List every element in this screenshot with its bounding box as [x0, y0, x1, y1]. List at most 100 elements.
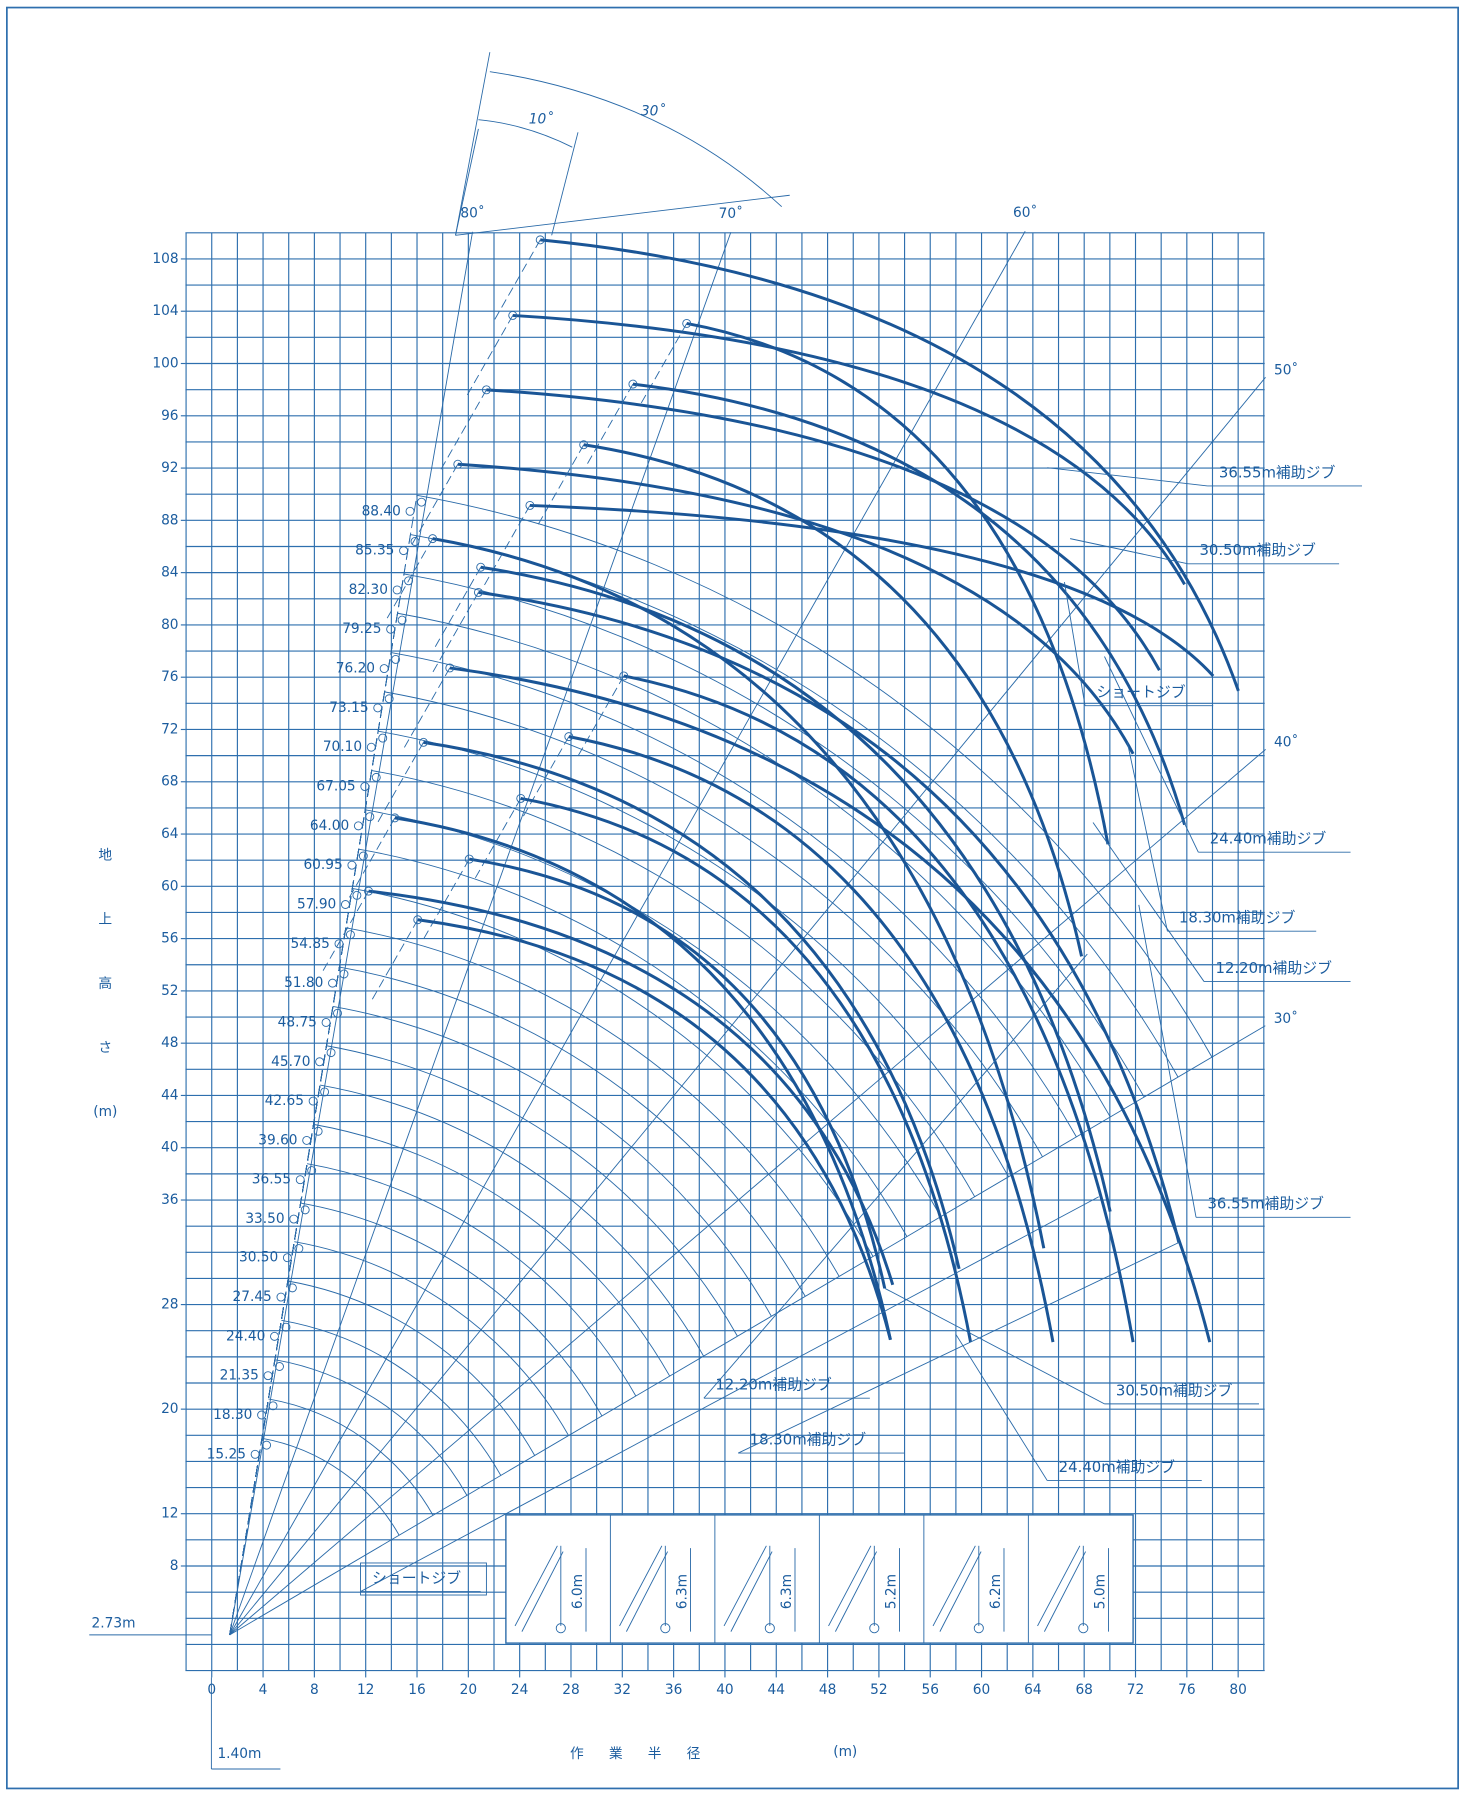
jib-curve — [368, 889, 895, 1286]
sheave — [360, 782, 370, 792]
angle-label: 40˚ — [1274, 733, 1298, 750]
angle-label: 70˚ — [719, 205, 743, 222]
y-tick-label: 60 — [161, 878, 178, 894]
jib-tip — [579, 440, 589, 450]
x-tick-label: 36 — [665, 1682, 682, 1698]
y-tick-label: 72 — [161, 721, 178, 737]
sheave — [276, 1292, 286, 1302]
boom-length-label: 64.00 — [310, 818, 349, 834]
sheave — [321, 1017, 331, 1027]
jib-line — [640, 323, 688, 404]
x-tick-label: 68 — [1075, 1682, 1092, 1698]
sheave — [399, 546, 409, 556]
boom-line — [229, 495, 418, 1635]
sheave — [302, 1135, 312, 1145]
x-tick-label: 72 — [1127, 1682, 1144, 1698]
y-tick-label: 108 — [152, 251, 178, 267]
jib-curve — [432, 537, 1046, 1249]
boom-length-label: 15.25 — [207, 1446, 246, 1462]
inset-boom — [932, 1545, 976, 1627]
boom-length-label: 45.70 — [271, 1054, 310, 1070]
jib-tip — [413, 915, 423, 925]
angle-label: 60˚ — [1013, 204, 1037, 221]
sheave — [353, 821, 363, 831]
jib-pointer — [1092, 822, 1205, 982]
jib-label: 36.55m補助ジブ — [1219, 463, 1336, 481]
jib-curve — [632, 382, 1187, 826]
jib-tip — [464, 854, 474, 864]
jib-tip — [476, 562, 486, 572]
inset-boom — [1037, 1545, 1081, 1627]
sheave — [295, 1175, 305, 1185]
jib-tip — [453, 459, 463, 469]
sheave — [384, 694, 394, 704]
inset-hook — [764, 1623, 775, 1634]
inset-boom — [521, 1551, 564, 1632]
jib-pointer — [955, 1333, 1048, 1481]
boom-length-label: 51.80 — [284, 975, 323, 991]
sheave — [250, 1449, 260, 1459]
angle-line — [229, 376, 1266, 1636]
jib-tip — [628, 379, 638, 389]
jib-label: 12.20m補助ジブ — [1215, 959, 1332, 977]
jib-pointer — [703, 953, 1088, 1399]
sheave — [333, 1008, 342, 1018]
y-tick-label: 64 — [161, 826, 178, 842]
boom-length-label: 88.40 — [362, 503, 401, 519]
sheave — [308, 1096, 318, 1106]
boom-arc — [358, 848, 908, 1237]
boom-length-label: 79.25 — [342, 621, 381, 637]
sheave — [340, 900, 350, 909]
jib-tip — [682, 318, 692, 328]
y-tick-label: 12 — [161, 1506, 178, 1522]
jib-line — [377, 742, 424, 823]
boom-arc — [313, 1123, 671, 1377]
boom-arc — [268, 1398, 434, 1516]
sheave — [281, 1322, 291, 1332]
pivot-label: 1.40m — [217, 1746, 261, 1762]
y-tick-label: 20 — [161, 1401, 178, 1417]
jib-pointer — [1063, 582, 1086, 706]
y-axis-title: さ — [98, 1040, 112, 1056]
jib-line — [577, 675, 625, 757]
jib-label: 12.20m補助ジブ — [715, 1376, 832, 1394]
inset-boom — [730, 1551, 773, 1632]
offset-label: 30˚ — [641, 103, 665, 120]
jib-curve — [478, 590, 1181, 1243]
x-tick-label: 12 — [357, 1682, 374, 1698]
jib-line — [483, 505, 531, 586]
angle-line — [229, 1025, 1266, 1636]
sheave — [268, 1401, 278, 1411]
jib-tip — [419, 737, 428, 747]
y-axis-title: 上 — [98, 912, 112, 928]
x-tick-label: 76 — [1178, 1682, 1195, 1698]
boom-arc — [384, 691, 1043, 1158]
sheave — [262, 1440, 272, 1450]
boom-arc — [416, 494, 1213, 1058]
boom-length-label: 36.55 — [252, 1172, 291, 1188]
sheave — [378, 733, 388, 743]
boom-length-label: 67.05 — [316, 779, 355, 795]
jib-curve — [568, 735, 1055, 1343]
boom-length-label: 76.20 — [336, 661, 375, 677]
x-tick-label: 8 — [310, 1682, 319, 1698]
x-tick-label: 40 — [716, 1682, 733, 1698]
x-tick-label: 20 — [460, 1682, 477, 1698]
sheave — [417, 497, 426, 507]
y-tick-label: 28 — [161, 1297, 178, 1313]
y-tick-label: 96 — [161, 408, 178, 424]
sheave — [371, 772, 381, 782]
sheave — [410, 537, 420, 546]
sheave — [405, 506, 415, 516]
boom-arc — [300, 1202, 603, 1417]
sheave — [339, 969, 349, 979]
jib-label: 24.40m補助ジブ — [1059, 1458, 1176, 1476]
jib-tip — [473, 587, 483, 597]
y-axis-title: (m) — [93, 1104, 117, 1120]
jib-tip — [445, 663, 455, 673]
boom-arc — [294, 1241, 569, 1436]
y-tick-label: 44 — [161, 1087, 178, 1103]
sheave — [294, 1244, 304, 1254]
x-tick-label: 28 — [562, 1682, 579, 1698]
inset-height: 5.0m — [1092, 1574, 1108, 1609]
